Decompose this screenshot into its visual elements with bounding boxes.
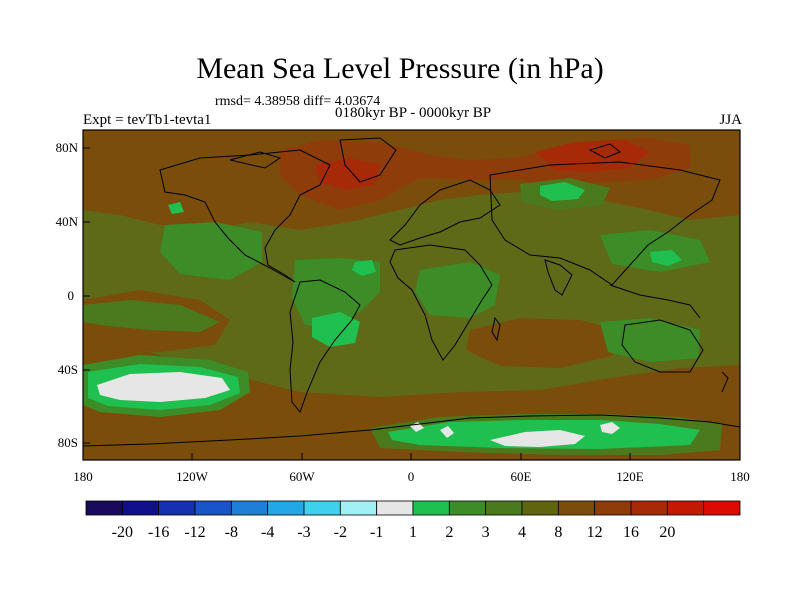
lon-label-180w: 180: [73, 469, 93, 484]
coast-greenland: [339, 137, 397, 183]
coast-arctic-islands: [229, 143, 621, 169]
colorbar-label: 3: [482, 524, 490, 541]
colorbar-box: [339, 500, 378, 516]
colorbar-box: [521, 500, 559, 516]
colorbar-box: [485, 500, 523, 516]
colorbar: -20 -16 -12 -8 -4 -3 -2 -1 1 2 3 4 8 12 16 20: [85, 500, 741, 541]
colorbar-box: [666, 500, 705, 516]
field-region-white-south-pacific: [97, 372, 230, 402]
experiment-label: Expt = tevTb1-tevta1: [83, 112, 212, 128]
colorbar-box: [85, 500, 123, 516]
field-region-green-atlantic: [292, 258, 380, 328]
lon-label-120w: 120W: [176, 469, 209, 484]
coast-southeast-asia: [609, 284, 701, 319]
colorbar-box: [267, 500, 305, 516]
colorbar-label: -12: [184, 524, 205, 541]
colorbar-box: [594, 500, 632, 516]
colorbar-box: [376, 500, 414, 516]
colorbar-box: [412, 500, 450, 516]
coastlines: [83, 137, 740, 447]
colorbar-box: [448, 500, 487, 516]
field-region-white-antarctic-spot-2: [600, 422, 620, 434]
colorbar-label: -16: [148, 524, 169, 541]
field-region-green-atlantic-core: [312, 312, 360, 347]
pressure-field: [83, 130, 740, 460]
colorbar-label: 8: [554, 524, 562, 541]
latitude-labels: 80N 40N 0 40S 80S: [56, 140, 79, 450]
field-region-white-antarctic-spot-1: [440, 426, 454, 438]
field-region-green-eurasia-core: [540, 182, 585, 201]
coast-asia: [489, 161, 721, 286]
longitude-labels: 180 120W 60W 0 60E 120E 180: [73, 469, 750, 484]
colorbar-box: [703, 500, 741, 516]
field-region-brown-indian: [466, 318, 620, 368]
coast-africa: [389, 244, 493, 361]
tick-marks: [82, 147, 741, 460]
colorbar-label: -3: [297, 524, 310, 541]
field-region-white-antarctic: [490, 430, 585, 447]
season-label: JJA: [719, 112, 742, 128]
lat-label-0: 0: [68, 288, 75, 303]
coast-madagascar: [491, 316, 501, 342]
field-region-green-north-atlantic: [352, 260, 376, 276]
colorbar-box: [630, 500, 668, 516]
colorbar-label: -4: [261, 524, 274, 541]
colorbar-label: 16: [623, 524, 639, 541]
field-region-green-west-pacific: [650, 250, 682, 266]
lon-label-180e: 180: [730, 469, 750, 484]
colorbar-box: [121, 500, 160, 516]
lat-label-80n: 80N: [56, 140, 79, 155]
lon-label-0: 0: [408, 469, 415, 484]
coast-europe: [389, 179, 501, 246]
colorbar-label: -2: [334, 524, 347, 541]
colorbar-label: -20: [112, 524, 133, 541]
field-region-green-australia: [600, 318, 700, 362]
lat-label-40s: 40S: [58, 362, 78, 377]
plot-subtitle: 0180kyr BP - 0000kyr BP: [334, 105, 492, 121]
colorbar-box: [303, 500, 341, 516]
field-region-green-pacific-band: [83, 300, 220, 332]
lon-label-60w: 60W: [289, 469, 315, 484]
field-region-red-north-atlantic: [315, 158, 380, 190]
coast-india: [544, 259, 573, 296]
coast-antarctica: [83, 414, 740, 447]
colorbar-label: 20: [659, 524, 675, 541]
field-region-green-africa: [415, 262, 500, 318]
colorbar-box: [557, 500, 596, 516]
plot-title: Mean Sea Level Pressure (in hPa): [196, 52, 604, 85]
field-region-green-asia: [600, 230, 710, 272]
coast-north-america: [159, 149, 331, 283]
coast-south-america: [289, 279, 361, 414]
colorbar-box: [230, 500, 269, 516]
coast-new-zealand: [721, 371, 729, 393]
coast-australia: [621, 319, 704, 373]
colorbar-label: 12: [587, 524, 603, 541]
colorbar-box: [158, 500, 196, 516]
stats-text: rmsd= 4.38958 diff= 4.03674: [215, 94, 381, 109]
field-region-green-north-pacific: [160, 222, 262, 280]
lat-label-40n: 40N: [56, 214, 79, 229]
colorbar-label: -1: [370, 524, 383, 541]
colorbar-label: 1: [409, 524, 417, 541]
lat-label-80s: 80S: [58, 435, 78, 450]
lon-label-120e: 120E: [616, 469, 644, 484]
colorbar-box: [194, 500, 232, 516]
colorbar-label: -8: [225, 524, 238, 541]
colorbar-label: 2: [445, 524, 453, 541]
lon-label-60e: 60E: [511, 469, 532, 484]
colorbar-label: 4: [518, 524, 526, 541]
field-region-green-arctic-island: [168, 202, 184, 214]
